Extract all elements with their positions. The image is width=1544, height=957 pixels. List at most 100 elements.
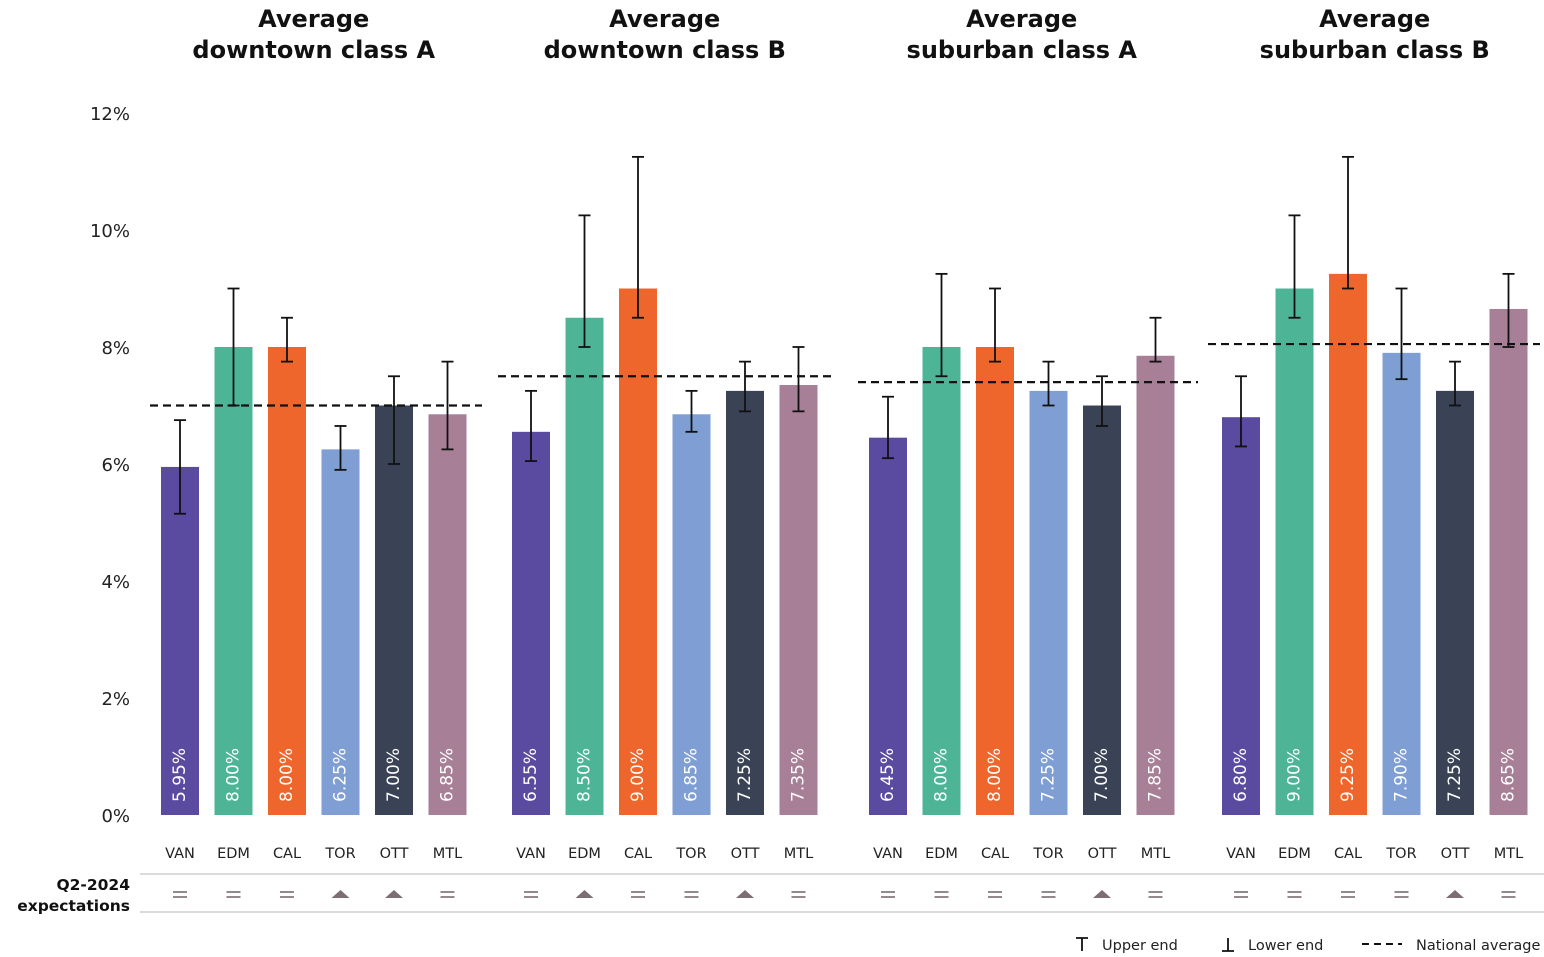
data-label: 7.25% xyxy=(1039,748,1059,802)
equal-sign-icon xyxy=(280,891,294,893)
equal-sign-icon xyxy=(524,891,538,893)
data-label: 8.50% xyxy=(575,748,595,802)
data-label: 8.65% xyxy=(1499,748,1519,802)
x-tick-label: TOR xyxy=(1385,846,1416,862)
equal-sign-icon xyxy=(280,896,294,898)
equal-sign-icon xyxy=(631,891,645,893)
y-tick-label: 2% xyxy=(101,689,130,710)
legend-upper-label: Upper end xyxy=(1102,938,1178,954)
panel-title: Average xyxy=(1319,5,1430,33)
equal-sign-icon xyxy=(524,896,538,898)
x-tick-label: EDM xyxy=(925,846,958,862)
bar xyxy=(976,347,1014,815)
x-tick-label: CAL xyxy=(981,846,1009,862)
bar xyxy=(779,385,818,815)
equal-sign-icon xyxy=(1041,891,1056,893)
data-label: 7.00% xyxy=(384,748,404,802)
bar xyxy=(726,390,764,815)
equal-sign-icon xyxy=(791,896,806,898)
bar xyxy=(321,449,360,815)
bar xyxy=(922,347,961,815)
panel-title: suburban class A xyxy=(907,36,1138,64)
bar xyxy=(1029,390,1068,815)
upper-end-icon xyxy=(1076,937,1088,951)
equal-sign-icon xyxy=(1148,891,1163,893)
x-tick-label: TOR xyxy=(324,846,355,862)
x-tick-label: OTT xyxy=(1088,846,1117,862)
bar xyxy=(619,288,657,815)
triangle-up-icon xyxy=(575,890,594,898)
x-tick-label: MTL xyxy=(1494,846,1523,862)
equal-sign-icon xyxy=(1394,891,1409,893)
data-label: 7.00% xyxy=(1092,748,1112,802)
panel-title: suburban class B xyxy=(1260,36,1490,64)
data-label: 7.85% xyxy=(1146,748,1166,802)
bar xyxy=(1329,273,1367,815)
panel: Average downtown class B 6.55% VAN 8.50% EDM 9… xyxy=(498,5,832,862)
equal-sign-icon xyxy=(173,891,187,893)
bar xyxy=(161,466,199,815)
bar xyxy=(268,347,306,815)
equal-sign-icon xyxy=(1341,891,1355,893)
expectations-label-line2: expectations xyxy=(17,897,130,915)
triangle-up-icon xyxy=(736,890,754,898)
triangle-up-icon xyxy=(385,890,403,898)
y-tick-label: 12% xyxy=(90,104,130,125)
data-label: 7.25% xyxy=(735,748,755,802)
x-tick-label: OTT xyxy=(380,846,409,862)
legend-national-average: National average xyxy=(1362,938,1540,954)
equal-sign-icon xyxy=(791,891,806,893)
x-tick-label: TOR xyxy=(1032,846,1063,862)
panel-title: downtown class A xyxy=(192,36,435,64)
data-label: 8.00% xyxy=(277,748,297,802)
y-tick-label: 0% xyxy=(101,806,130,827)
equal-sign-icon xyxy=(1394,896,1409,898)
x-tick-label: MTL xyxy=(1141,846,1170,862)
equal-sign-icon xyxy=(1287,896,1302,898)
x-tick-label: VAN xyxy=(1226,846,1256,862)
x-tick-label: VAN xyxy=(516,846,546,862)
bar xyxy=(1489,308,1528,815)
x-tick-label: VAN xyxy=(873,846,903,862)
bar xyxy=(1382,352,1421,815)
y-tick-label: 6% xyxy=(101,455,130,476)
equal-sign-icon xyxy=(881,896,895,898)
data-label: 9.25% xyxy=(1338,748,1358,802)
x-tick-label: CAL xyxy=(624,846,652,862)
legend-upper-end: Upper end xyxy=(1076,937,1178,954)
equal-sign-icon xyxy=(684,896,699,898)
y-tick-label: 4% xyxy=(101,572,130,593)
x-tick-label: MTL xyxy=(433,846,462,862)
triangle-up-icon xyxy=(331,890,350,898)
bar xyxy=(672,414,711,815)
legend-national-label: National average xyxy=(1416,938,1540,954)
equal-sign-icon xyxy=(1341,896,1355,898)
legend-lower-label: Lower end xyxy=(1248,938,1323,954)
y-tick-label: 8% xyxy=(101,338,130,359)
x-tick-label: CAL xyxy=(273,846,301,862)
equal-sign-icon xyxy=(173,896,187,898)
triangle-up-icon xyxy=(1093,890,1111,898)
equal-sign-icon xyxy=(988,896,1002,898)
bar xyxy=(375,405,413,815)
equal-sign-icon xyxy=(1148,896,1163,898)
equal-sign-icon xyxy=(631,896,645,898)
bar xyxy=(1136,355,1175,815)
equal-sign-icon xyxy=(881,891,895,893)
data-label: 8.00% xyxy=(224,748,244,802)
equal-sign-icon xyxy=(440,896,455,898)
x-tick-label: TOR xyxy=(675,846,706,862)
data-label: 8.00% xyxy=(985,748,1005,802)
data-label: 8.00% xyxy=(932,748,952,802)
panel-title: Average xyxy=(258,5,369,33)
expectations-row: Q2-2024 expectations xyxy=(17,873,1544,915)
bar xyxy=(1436,390,1474,815)
equal-sign-icon xyxy=(1234,891,1248,893)
x-tick-label: EDM xyxy=(1278,846,1311,862)
data-label: 6.85% xyxy=(682,748,702,802)
x-tick-label: EDM xyxy=(568,846,601,862)
y-tick-label: 10% xyxy=(90,221,130,242)
panel-title: downtown class B xyxy=(544,36,786,64)
triangle-up-icon xyxy=(1446,890,1464,898)
chart-panels: Average downtown class A 5.95% VAN 8.00% EDM 8… xyxy=(150,5,1540,862)
